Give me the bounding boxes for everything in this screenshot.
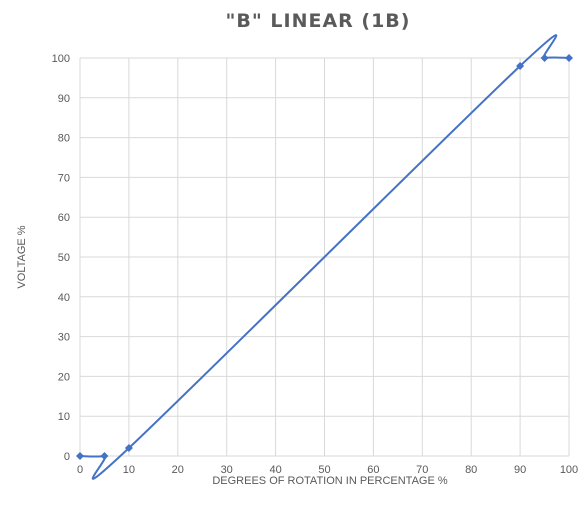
y-tick-label: 90 <box>58 93 70 105</box>
y-tick-label: 40 <box>58 292 70 304</box>
data-point-marker <box>124 444 133 453</box>
x-tick-label: 100 <box>560 464 578 476</box>
y-tick-label: 10 <box>58 411 70 423</box>
x-tick-label: 60 <box>367 464 379 476</box>
y-tick-label: 50 <box>58 252 70 264</box>
y-tick-label: 70 <box>58 172 70 184</box>
x-tick-label: 10 <box>123 464 135 476</box>
x-tick-label: 0 <box>77 464 83 476</box>
chart-title: "B" LINEAR (1B) <box>226 10 411 32</box>
y-tick-label: 0 <box>64 451 70 463</box>
data-point-marker <box>516 61 525 70</box>
x-tick-label: 40 <box>269 464 281 476</box>
data-point-marker <box>540 54 549 62</box>
x-tick-label: 90 <box>514 464 526 476</box>
x-tick-label: 80 <box>465 464 477 476</box>
y-tick-label: 60 <box>58 212 70 224</box>
y-tick-label: 30 <box>58 332 70 344</box>
x-axis-title: DEGREES OF ROTATION IN PERCENTAGE % <box>212 475 448 487</box>
y-tick-label: 80 <box>58 133 70 145</box>
tick-labels: 0 10 20 30 40 50 60 70 80 90 100 0 10 20 30 40 50 60 70 80 9… <box>52 53 579 476</box>
series-layer <box>76 34 573 480</box>
y-axis-title: VOLTAGE % <box>16 225 28 288</box>
data-point-marker <box>100 452 109 460</box>
x-tick-label: 20 <box>172 464 184 476</box>
data-point-marker <box>565 54 573 62</box>
x-tick-label: 70 <box>416 464 428 476</box>
x-tick-label: 30 <box>221 464 233 476</box>
x-tick-label: 50 <box>318 464 330 476</box>
data-point-marker <box>76 452 84 460</box>
y-tick-label: 100 <box>52 53 70 65</box>
y-tick-label: 20 <box>58 371 70 383</box>
